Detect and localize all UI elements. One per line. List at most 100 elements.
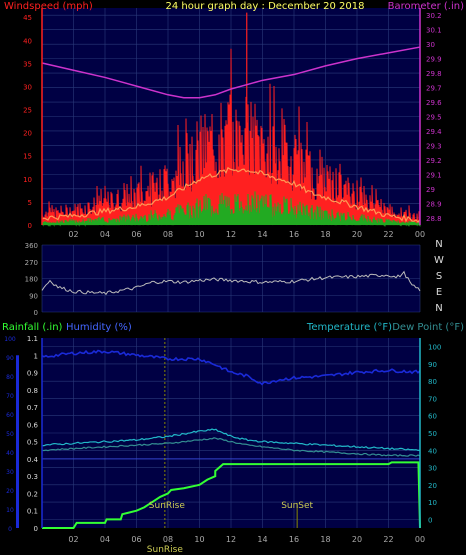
wind-low-series bbox=[41, 191, 421, 227]
wind-tick-label: 20 bbox=[23, 130, 32, 138]
humidity-tick-label: 90 bbox=[6, 355, 14, 362]
rain-tick-label: 1 bbox=[34, 352, 38, 360]
barometer-tick-label: 29.6 bbox=[426, 99, 442, 107]
wind-tick-label: 10 bbox=[23, 176, 32, 184]
barometer-tick-label: 29.2 bbox=[426, 157, 442, 165]
humidity-tick-label: 10 bbox=[6, 507, 14, 514]
compass-label: S bbox=[436, 271, 442, 282]
temp-x-tick-label: 02 bbox=[68, 535, 78, 544]
humidity-tick-label: 20 bbox=[6, 488, 14, 495]
sunset-label: SunSet bbox=[281, 501, 313, 511]
direction-tick-label: 0 bbox=[34, 309, 38, 317]
humidity-tick-label: 80 bbox=[6, 374, 14, 381]
barometer-tick-label: 29.9 bbox=[426, 56, 442, 64]
barometer-tick-label: 29.5 bbox=[426, 114, 442, 122]
temp-tick-label: 90 bbox=[428, 361, 437, 369]
humidity-tick-label: 30 bbox=[6, 469, 14, 476]
rain-tick-label: 0.6 bbox=[27, 421, 39, 429]
rain-axis-bar bbox=[16, 355, 19, 528]
compass-label: N bbox=[435, 239, 442, 250]
wind-average-series bbox=[41, 166, 421, 223]
temp-x-tick-label: 20 bbox=[352, 535, 362, 544]
temp-x-tick-label: 06 bbox=[131, 535, 141, 544]
barometer-tick-label: 29 bbox=[426, 186, 435, 194]
dewpoint-series bbox=[41, 437, 421, 457]
rain-tick-label: 0.1 bbox=[27, 508, 38, 516]
wind-x-tick-label: 06 bbox=[131, 230, 141, 239]
temp-x-tick-label: 18 bbox=[320, 535, 330, 544]
temp-tick-label: 20 bbox=[428, 482, 437, 490]
wind-x-tick-label: 08 bbox=[163, 230, 173, 239]
dewpoint-axis-title: Dew Point (°F) bbox=[392, 322, 464, 333]
humidity-series bbox=[41, 349, 421, 386]
rain-tick-label: 0.2 bbox=[27, 490, 38, 498]
wind-tick-label: 15 bbox=[23, 153, 32, 161]
barometer-tick-label: 29.1 bbox=[426, 171, 442, 179]
temp-x-tick-label: 16 bbox=[289, 535, 299, 544]
temp-tick-label: 50 bbox=[428, 430, 437, 438]
wind-axis-title: Windspeed (mph) bbox=[4, 1, 93, 12]
barometer-tick-label: 29.7 bbox=[426, 85, 442, 93]
wind-x-tick-label: 20 bbox=[352, 230, 362, 239]
humidity-tick-label: 0 bbox=[8, 526, 12, 533]
barometer-axis-title: Barometer (.in) bbox=[388, 1, 464, 12]
temp-x-tick-label: 22 bbox=[383, 535, 393, 544]
barometer-tick-label: 28.9 bbox=[426, 200, 442, 208]
humidity-tick-label: 100 bbox=[4, 336, 16, 343]
direction-tick-label: 270 bbox=[25, 259, 38, 267]
wind-x-tick-label: 04 bbox=[100, 230, 110, 239]
temp-x-tick-label: 12 bbox=[226, 535, 236, 544]
wind-tick-label: 0 bbox=[28, 222, 32, 230]
wind-x-tick-label: 00 bbox=[415, 230, 425, 239]
barometer-series bbox=[41, 46, 421, 99]
rain-tick-label: 0.8 bbox=[27, 387, 38, 395]
wind-tick-label: 5 bbox=[28, 199, 32, 207]
humidity-tick-label: 60 bbox=[6, 412, 14, 419]
wind-x-tick-label: 22 bbox=[383, 230, 393, 239]
barometer-tick-label: 29.3 bbox=[426, 142, 442, 150]
compass-label: E bbox=[436, 287, 442, 298]
direction-tick-label: 360 bbox=[25, 242, 38, 250]
temp-tick-label: 60 bbox=[428, 413, 437, 421]
rain-tick-label: 0.7 bbox=[27, 404, 38, 412]
rain-tick-label: 0.4 bbox=[27, 456, 39, 464]
windspeed-series bbox=[41, 48, 421, 226]
barometer-tick-label: 29.4 bbox=[426, 128, 442, 136]
barometer-tick-label: 30 bbox=[426, 41, 435, 49]
sunrise-label: SunRise bbox=[149, 501, 186, 511]
humidity-tick-label: 50 bbox=[6, 431, 14, 438]
rain-tick-label: 0.9 bbox=[27, 370, 38, 378]
compass-label: N bbox=[435, 303, 442, 314]
wind-tick-label: 25 bbox=[23, 107, 32, 115]
temp-x-tick-label: 10 bbox=[194, 535, 204, 544]
wind-tick-label: 40 bbox=[23, 37, 32, 45]
wind-x-tick-label: 12 bbox=[226, 230, 236, 239]
temp-x-tick-label: 04 bbox=[100, 535, 110, 544]
wind-x-tick-label: 18 bbox=[320, 230, 330, 239]
wind-x-tick-label: 14 bbox=[257, 230, 267, 239]
wind-x-tick-label: 16 bbox=[289, 230, 299, 239]
chart-title: 24 hour graph day : December 20 2018 bbox=[166, 1, 365, 12]
direction-tick-label: 180 bbox=[25, 276, 38, 284]
barometer-tick-label: 30.1 bbox=[426, 27, 442, 35]
temperature-axis-title: Temperature (°F) bbox=[306, 322, 392, 333]
temp-tick-label: 40 bbox=[428, 447, 437, 455]
rain-tick-label: 0 bbox=[34, 525, 38, 533]
temp-tick-label: 100 bbox=[428, 344, 441, 352]
barometer-tick-label: 29.8 bbox=[426, 70, 442, 78]
humidity-axis-title: Humidity (%) bbox=[66, 322, 132, 333]
temp-x-tick-label: 00 bbox=[415, 535, 425, 544]
wind-tick-label: 35 bbox=[23, 60, 32, 68]
rain-tick-label: 0.3 bbox=[27, 473, 38, 481]
wind-tick-label: 45 bbox=[23, 14, 32, 22]
temp-tick-label: 10 bbox=[428, 499, 437, 507]
rainfall-series bbox=[42, 461, 421, 529]
direction-tick-label: 90 bbox=[29, 292, 38, 300]
temperature-series bbox=[41, 428, 421, 451]
temp-tick-label: 80 bbox=[428, 378, 437, 386]
wind-x-tick-label: 10 bbox=[194, 230, 204, 239]
temp-x-tick-label: 14 bbox=[257, 535, 267, 544]
rainfall-axis-title: Rainfall (.in) bbox=[2, 322, 63, 333]
